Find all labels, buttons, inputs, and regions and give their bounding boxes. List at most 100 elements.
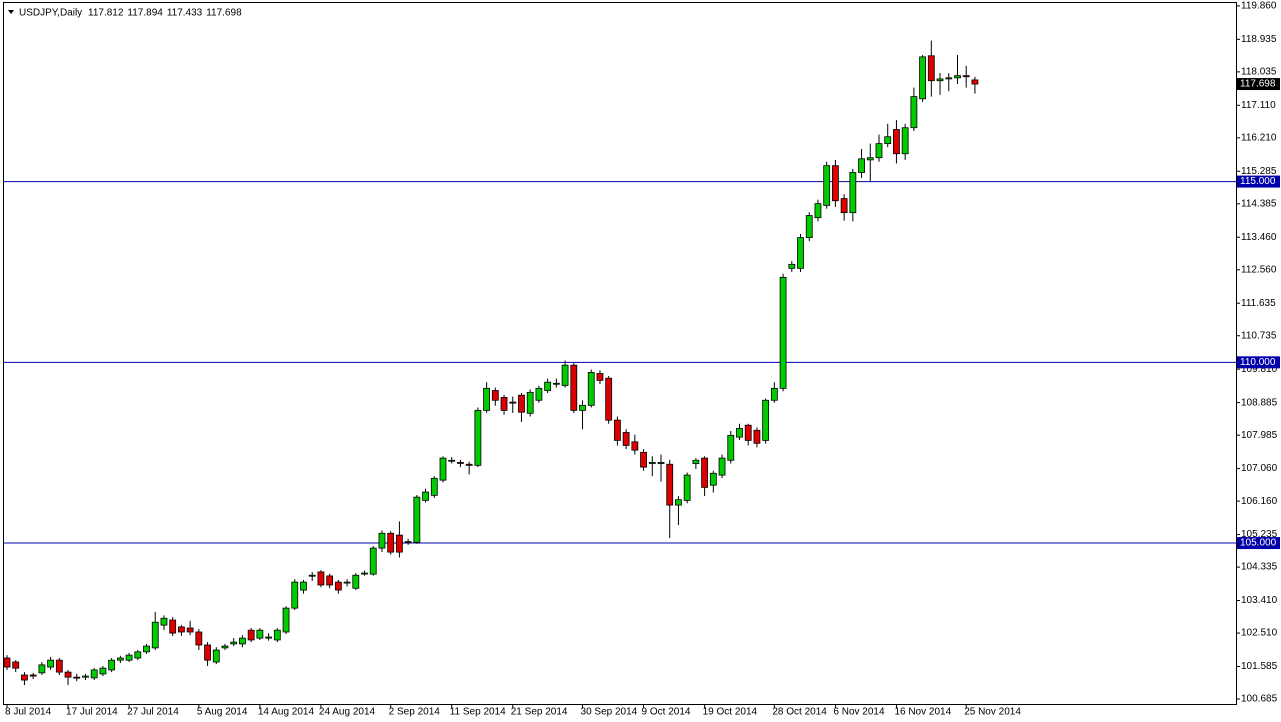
candle-body xyxy=(125,654,133,661)
y-tick-label: 110.735 xyxy=(1241,330,1277,341)
y-tick-label: 119.860 xyxy=(1241,1,1277,12)
candle-body xyxy=(195,631,203,646)
x-tick-label: 25 Nov 2014 xyxy=(964,707,1021,718)
candle-body xyxy=(744,424,752,441)
candle-body xyxy=(422,491,429,501)
hline-label: 115.000 xyxy=(1240,176,1276,187)
candle-body xyxy=(614,419,621,441)
candle-body xyxy=(631,441,639,451)
y-tick-label: 100.685 xyxy=(1241,694,1278,705)
y-tick-label: 115.285 xyxy=(1241,166,1277,177)
candle-body xyxy=(832,165,839,202)
candle-body xyxy=(561,364,569,386)
candle-body xyxy=(701,457,708,488)
candle-body xyxy=(413,496,421,543)
candle-body xyxy=(143,645,150,653)
candle-body xyxy=(718,457,726,476)
candle-body xyxy=(893,129,900,155)
y-tick-label: 118.035 xyxy=(1241,67,1277,78)
x-tick-label: 5 Aug 2014 xyxy=(197,707,248,718)
candle-body xyxy=(683,474,691,501)
plot-frame xyxy=(3,2,1237,705)
candle-body xyxy=(901,127,909,155)
candle-body xyxy=(552,382,560,385)
menu-arrow[interactable] xyxy=(8,10,14,14)
candle-body xyxy=(169,619,177,634)
candle-body xyxy=(535,387,543,401)
y-tick-label: 107.060 xyxy=(1241,463,1278,474)
x-tick-label: 14 Aug 2014 xyxy=(258,707,315,718)
y-tick-label: 106.160 xyxy=(1241,496,1278,507)
y-tick-label: 102.510 xyxy=(1241,628,1278,639)
y-tick-label: 114.385 xyxy=(1241,198,1277,209)
candle-body xyxy=(256,629,264,639)
candle-body xyxy=(544,381,552,391)
candle-body xyxy=(936,78,944,82)
candle-body xyxy=(587,372,595,406)
candle-body xyxy=(491,390,499,401)
candle-body xyxy=(247,629,255,641)
candle-body xyxy=(788,263,796,269)
chart-title: USDJPY,Daily xyxy=(19,8,82,19)
candle-body xyxy=(762,399,770,441)
x-tick-label: 24 Aug 2014 xyxy=(319,707,376,718)
candle-body xyxy=(116,657,124,661)
candle-body xyxy=(352,574,360,589)
candle-body xyxy=(343,581,351,584)
y-tick-label: 109.810 xyxy=(1241,364,1278,375)
candle-body xyxy=(736,428,743,438)
candle-body xyxy=(134,651,142,659)
y-tick-label: 116.210 xyxy=(1241,132,1277,143)
x-tick-label: 27 Jul 2014 xyxy=(127,707,179,718)
candle-body xyxy=(221,645,229,649)
candle-body xyxy=(814,203,822,219)
y-tick-label: 113.460 xyxy=(1241,232,1277,243)
y-tick-label: 103.410 xyxy=(1241,595,1278,606)
candle-body xyxy=(99,667,107,675)
candle-body xyxy=(239,637,246,645)
candle-body xyxy=(430,477,438,496)
candle-body xyxy=(47,659,54,668)
candle-body xyxy=(387,532,395,553)
candle-body xyxy=(291,581,299,609)
candle-body xyxy=(675,499,682,506)
ohlc-value: 117.812 xyxy=(88,8,124,19)
hline-label-box xyxy=(1237,537,1280,550)
candle-body xyxy=(300,581,307,591)
candle-body xyxy=(82,675,89,678)
x-tick-label: 11 Sep 2014 xyxy=(450,707,506,718)
candle-body xyxy=(483,387,491,411)
x-tick-label: 17 Jul 2014 xyxy=(66,707,118,718)
candle-body xyxy=(395,534,403,553)
candle-body xyxy=(657,462,665,464)
candle-body xyxy=(21,674,28,681)
last-price-box xyxy=(1237,78,1280,91)
candle-body xyxy=(648,462,656,464)
candle-body xyxy=(474,409,482,466)
x-tick-label: 6 Nov 2014 xyxy=(833,707,885,718)
y-tick-label: 118.935 xyxy=(1241,34,1277,45)
x-tick-label: 21 Sep 2014 xyxy=(511,707,568,718)
y-tick-label: 111.635 xyxy=(1241,298,1276,309)
x-tick-label: 9 Oct 2014 xyxy=(642,707,691,718)
x-tick-label: 30 Sep 2014 xyxy=(581,707,638,718)
candle-body xyxy=(823,165,831,206)
candle-body xyxy=(230,641,238,645)
candle-body xyxy=(317,571,325,586)
candle-body xyxy=(334,581,342,591)
candle-body xyxy=(640,451,647,468)
ohlc-value: 117.433 xyxy=(167,8,203,19)
candle-body xyxy=(457,462,464,464)
candle-body xyxy=(160,617,168,626)
candle-body xyxy=(805,215,813,239)
candle-body xyxy=(596,373,604,381)
x-tick-label: 19 Oct 2014 xyxy=(703,707,758,718)
candle-body xyxy=(875,143,883,159)
last-price-label: 117.698 xyxy=(1240,79,1276,90)
candle-body xyxy=(29,674,37,677)
y-tick-label: 107.985 xyxy=(1241,430,1278,441)
candle-body xyxy=(692,459,700,464)
candle-body xyxy=(265,636,273,639)
y-tick-label: 117.110 xyxy=(1241,100,1276,111)
